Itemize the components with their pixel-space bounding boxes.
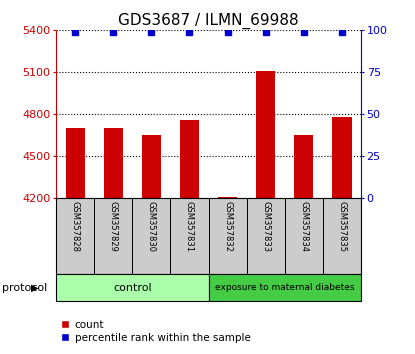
Legend: count, percentile rank within the sample: count, percentile rank within the sample [61, 320, 251, 343]
Bar [256, 71, 275, 198]
Bar [218, 197, 237, 198]
Text: control: control [113, 282, 151, 293]
Bar [332, 117, 352, 198]
Text: GSM357828: GSM357828 [71, 200, 80, 252]
Bar [142, 135, 161, 198]
Text: protocol: protocol [2, 282, 47, 293]
Text: GSM357835: GSM357835 [337, 200, 347, 252]
Text: GSM357833: GSM357833 [261, 200, 270, 252]
Bar [180, 120, 199, 198]
Bar [56, 274, 209, 301]
Text: GSM357830: GSM357830 [147, 200, 156, 252]
Title: GDS3687 / ILMN_69988: GDS3687 / ILMN_69988 [118, 12, 299, 29]
Text: GSM357829: GSM357829 [109, 200, 118, 251]
Bar [209, 274, 361, 301]
Text: GSM357831: GSM357831 [185, 200, 194, 252]
Text: ▶: ▶ [31, 282, 39, 293]
Bar [66, 128, 85, 198]
Text: exposure to maternal diabetes: exposure to maternal diabetes [215, 283, 354, 292]
Text: GSM357832: GSM357832 [223, 200, 232, 252]
Bar [104, 128, 123, 198]
Text: GSM357834: GSM357834 [299, 200, 308, 252]
Bar [294, 135, 313, 198]
